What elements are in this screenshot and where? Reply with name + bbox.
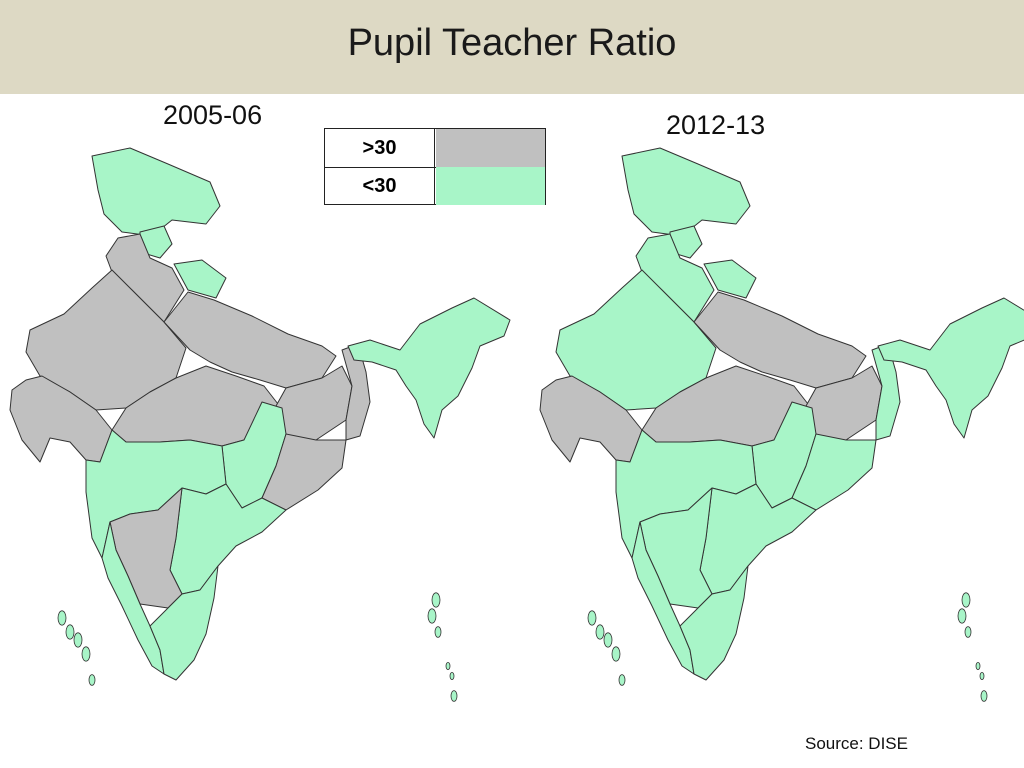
legend-row-below-30: <30 (325, 167, 545, 205)
legend-swatch-grey (436, 129, 545, 167)
state-jammu-kashmir (91, 147, 221, 237)
island-10 (450, 690, 458, 702)
state-jammu-kashmir (621, 147, 751, 237)
state-tamil-nadu (679, 565, 749, 681)
state-uttar-pradesh (163, 291, 337, 389)
island-0 (57, 610, 67, 626)
state-uttarakhand (703, 259, 757, 299)
state-uttarakhand (173, 259, 227, 299)
state-uttar-pradesh (693, 291, 867, 389)
india-map-svg (9, 147, 511, 702)
page-title: Pupil Teacher Ratio (347, 22, 677, 64)
legend-label: >30 (325, 129, 435, 167)
island-9 (979, 672, 985, 681)
island-0 (587, 610, 597, 626)
title-bar: Pupil Teacher Ratio (0, 0, 1024, 94)
india-map-2005-06 (0, 140, 520, 720)
island-8 (445, 662, 451, 671)
island-4 (618, 674, 626, 686)
island-7 (434, 626, 442, 638)
state-northeast (347, 297, 511, 439)
year-label-2012-13: 2012-13 (666, 110, 766, 140)
island-4 (88, 674, 96, 686)
island-2 (603, 632, 613, 648)
state-gujarat (9, 375, 113, 463)
island-6 (957, 608, 967, 624)
india-map-svg (539, 147, 1024, 702)
source-note: Source: DISE (805, 734, 908, 753)
island-3 (611, 646, 621, 662)
legend-label: <30 (325, 167, 435, 205)
island-9 (449, 672, 455, 681)
island-2 (73, 632, 83, 648)
india-map-2012-13 (530, 140, 1024, 720)
island-1 (595, 624, 605, 640)
island-7 (964, 626, 972, 638)
island-1 (65, 624, 75, 640)
island-5 (431, 592, 441, 608)
island-5 (961, 592, 971, 608)
legend-row-above-30: >30 (325, 129, 545, 168)
island-6 (427, 608, 437, 624)
island-3 (81, 646, 91, 662)
legend-swatch-green (436, 167, 545, 205)
state-tamil-nadu (149, 565, 219, 681)
legend: >30 <30 (324, 128, 546, 205)
island-10 (980, 690, 988, 702)
state-northeast (877, 297, 1024, 439)
year-label-2005-06: 2005-06 (163, 100, 263, 130)
state-gujarat (539, 375, 643, 463)
island-8 (975, 662, 981, 671)
